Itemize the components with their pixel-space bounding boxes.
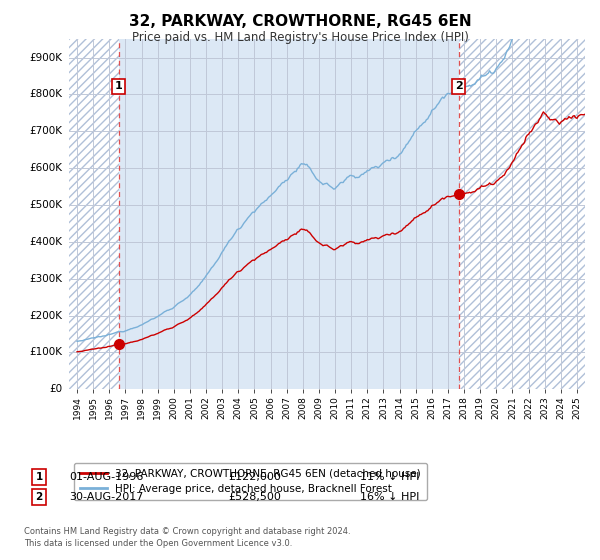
Text: £600K: £600K <box>30 163 63 173</box>
Text: £500K: £500K <box>30 200 63 210</box>
Text: 2: 2 <box>455 81 463 91</box>
Text: 30-AUG-2017: 30-AUG-2017 <box>69 492 143 502</box>
Text: £100K: £100K <box>30 347 63 357</box>
Text: 32, PARKWAY, CROWTHORNE, RG45 6EN: 32, PARKWAY, CROWTHORNE, RG45 6EN <box>128 14 472 29</box>
Text: £400K: £400K <box>30 237 63 247</box>
Text: 11% ↓ HPI: 11% ↓ HPI <box>360 472 419 482</box>
Text: Contains HM Land Registry data © Crown copyright and database right 2024.
This d: Contains HM Land Registry data © Crown c… <box>24 527 350 548</box>
Text: 1: 1 <box>115 81 122 91</box>
Text: £900K: £900K <box>30 53 63 63</box>
Text: £122,000: £122,000 <box>228 472 281 482</box>
Text: 01-AUG-1996: 01-AUG-1996 <box>69 472 143 482</box>
Bar <box>458 39 585 389</box>
Text: £700K: £700K <box>30 127 63 136</box>
Text: 2: 2 <box>35 492 43 502</box>
Text: £528,500: £528,500 <box>228 492 281 502</box>
Bar <box>458 39 585 389</box>
Bar <box>69 39 119 389</box>
Legend: 32, PARKWAY, CROWTHORNE, RG45 6EN (detached house), HPI: Average price, detached: 32, PARKWAY, CROWTHORNE, RG45 6EN (detac… <box>74 463 427 501</box>
Text: £300K: £300K <box>30 274 63 284</box>
Text: £800K: £800K <box>30 90 63 100</box>
Text: 1: 1 <box>35 472 43 482</box>
Text: Price paid vs. HM Land Registry's House Price Index (HPI): Price paid vs. HM Land Registry's House … <box>131 31 469 44</box>
Text: £0: £0 <box>50 384 63 394</box>
Bar <box>69 39 119 389</box>
Text: £200K: £200K <box>30 310 63 320</box>
Text: 16% ↓ HPI: 16% ↓ HPI <box>360 492 419 502</box>
